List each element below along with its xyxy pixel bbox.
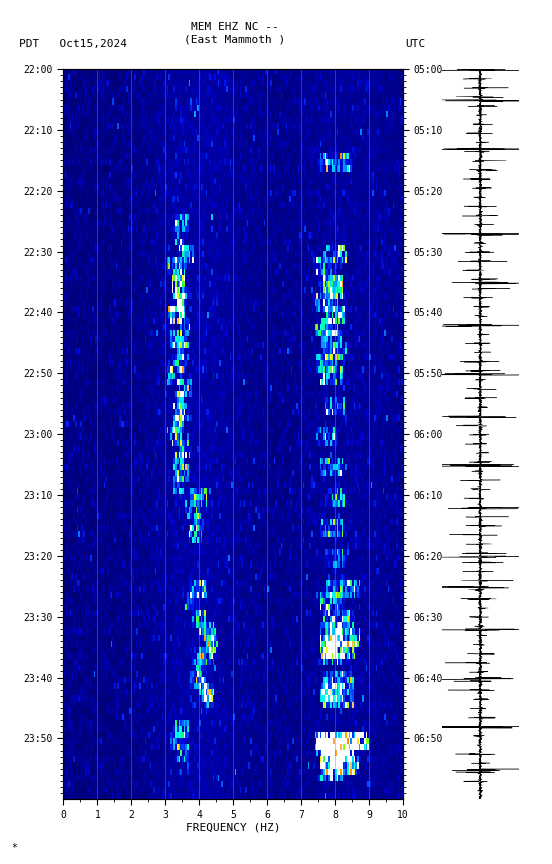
X-axis label: FREQUENCY (HZ): FREQUENCY (HZ) <box>186 823 280 832</box>
Text: *: * <box>11 843 17 853</box>
Text: UTC: UTC <box>406 39 426 49</box>
Text: PDT   Oct15,2024: PDT Oct15,2024 <box>19 39 128 49</box>
Text: (East Mammoth ): (East Mammoth ) <box>184 35 285 45</box>
Text: MEM EHZ NC --: MEM EHZ NC -- <box>191 22 278 32</box>
